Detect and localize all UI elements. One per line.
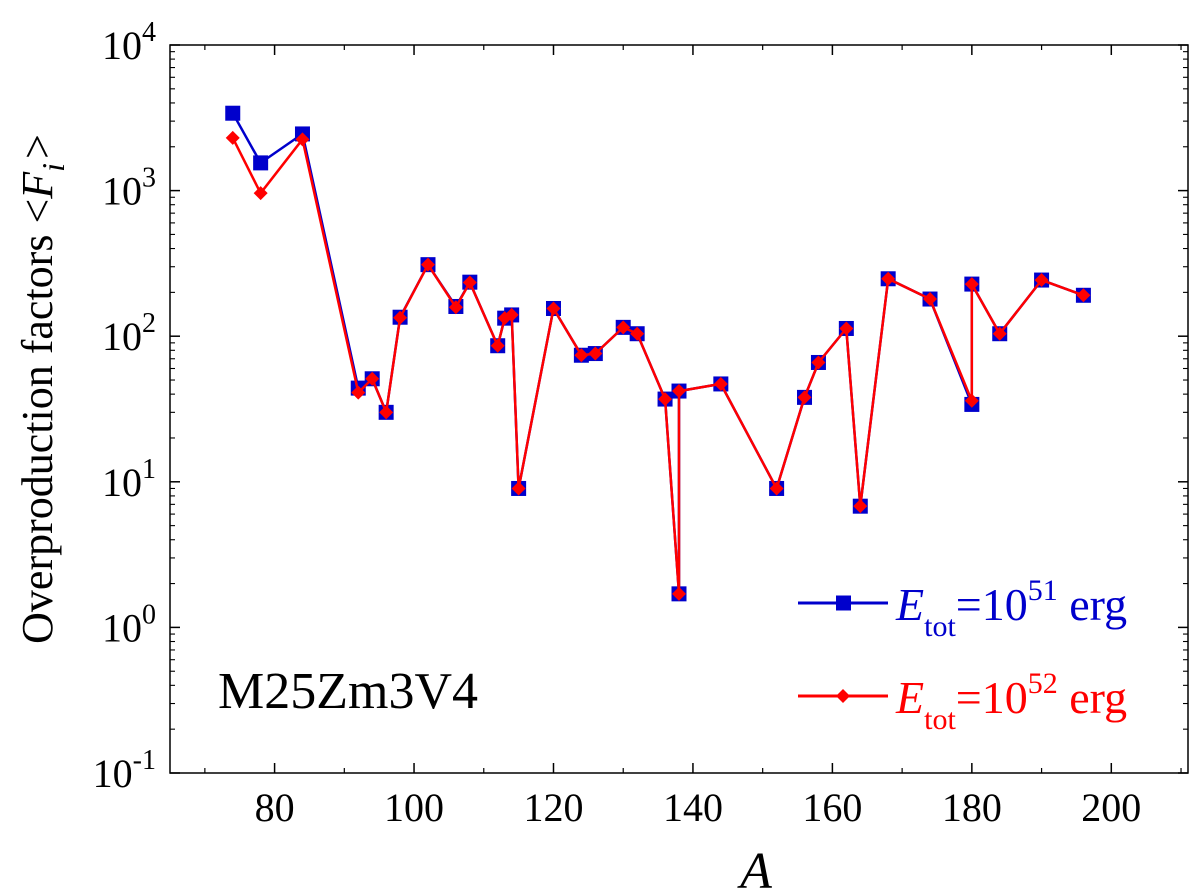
data-point-diamond: [393, 310, 408, 325]
series-line: [231, 112, 1084, 596]
data-point-diamond: [964, 393, 979, 408]
data-point-square: [253, 155, 269, 171]
y-title-sub: i: [35, 163, 71, 172]
legend-entry: Etot=1051 erg: [798, 574, 1127, 643]
legend-sub: tot: [924, 610, 956, 643]
legend-unit: erg: [1058, 579, 1127, 630]
x-tick-label: 100: [384, 785, 444, 830]
y-tick-base: 10: [102, 605, 142, 650]
data-point-diamond: [1076, 288, 1091, 303]
y-tick-label: 101: [102, 454, 156, 505]
y-tick-label: 10-1: [93, 745, 156, 796]
x-tick-label: 120: [523, 785, 583, 830]
data-point-diamond: [811, 355, 826, 370]
legend-label: Etot=1052 erg: [895, 667, 1127, 736]
x-tick-label: 160: [802, 785, 862, 830]
legend-sub: tot: [924, 703, 956, 736]
data-point-diamond: [769, 481, 784, 496]
y-tick-exponent: 2: [142, 308, 156, 339]
data-point-diamond: [964, 277, 979, 292]
data-point-diamond: [853, 499, 868, 514]
y-tick-base: 10: [102, 314, 142, 359]
data-point-diamond: [713, 376, 728, 391]
data-point-diamond: [448, 300, 463, 315]
y-tick-exponent: 4: [142, 17, 156, 48]
data-point-diamond: [658, 392, 673, 407]
data-point-diamond: [365, 371, 380, 386]
data-point-diamond: [295, 132, 310, 147]
y-tick-label: 103: [102, 163, 156, 214]
data-point-diamond: [225, 130, 240, 145]
data-point-diamond: [420, 257, 435, 272]
data-point-diamond: [379, 405, 394, 420]
legend-marker-square: [836, 595, 851, 611]
x-tick-label: 180: [942, 785, 1002, 830]
x-tick-label: 80: [255, 785, 295, 830]
data-point-diamond: [253, 186, 268, 201]
y-tick-exponent: 0: [142, 599, 156, 630]
y-axis-title: Overproduction factors <Fi >: [13, 134, 71, 644]
x-tick-label: 140: [663, 785, 723, 830]
y-tick-base: 10: [93, 751, 133, 796]
y-title-close: >: [13, 134, 62, 159]
data-point-diamond: [546, 301, 561, 316]
axis-ticks: [170, 44, 1188, 774]
y-tick-base: 10: [102, 169, 142, 214]
data-point-diamond: [616, 320, 631, 335]
series-1: [225, 130, 1091, 601]
data-point-diamond: [992, 326, 1007, 341]
y-tick-label: 102: [102, 308, 156, 359]
y-tick-base: 10: [102, 23, 142, 68]
y-tick-base: 10: [102, 460, 142, 505]
data-point-diamond: [839, 321, 854, 336]
legend-var: E: [895, 672, 924, 723]
series-layer: [225, 105, 1091, 602]
y-tick-exponent: -1: [133, 745, 156, 776]
data-point-diamond: [881, 271, 896, 286]
data-point-diamond: [672, 384, 686, 399]
data-point-diamond: [574, 348, 589, 363]
data-point-diamond: [351, 385, 366, 400]
legend-marker-diamond: [836, 689, 850, 703]
axis-labels: 80 100 120 140 160 180 20010-1100101102103104A…: [13, 17, 1141, 893]
data-point-diamond: [630, 326, 645, 341]
data-point-diamond: [672, 586, 686, 601]
legend-label: Etot=1051 erg: [895, 574, 1127, 643]
legend-eq: =10: [956, 672, 1028, 723]
data-point-diamond: [504, 307, 519, 322]
data-point-diamond: [797, 390, 812, 405]
legend-unit: erg: [1058, 672, 1127, 723]
data-point-diamond: [923, 292, 938, 307]
legend-var: E: [895, 579, 924, 630]
data-point-square: [225, 105, 241, 121]
data-point-diamond: [588, 346, 603, 361]
plot-frame: [169, 44, 1189, 774]
data-point-diamond: [490, 338, 505, 353]
x-axis-title: A: [737, 843, 772, 893]
model-annotation: M25Zm3V4: [218, 663, 478, 720]
legend-eq: =10: [956, 579, 1028, 630]
series-0: [225, 105, 1091, 602]
data-point-diamond: [1034, 273, 1049, 288]
legend-entry: Etot=1052 erg: [798, 667, 1127, 736]
y-title-main: Overproduction factors <: [13, 199, 62, 644]
data-point-diamond: [462, 275, 477, 290]
data-point-diamond: [511, 481, 526, 496]
y-tick-exponent: 1: [142, 454, 156, 485]
y-tick-label: 104: [102, 17, 156, 68]
y-title-var: F: [13, 171, 62, 200]
x-tick-label: 200: [1081, 785, 1141, 830]
legend-sup: 52: [1028, 667, 1058, 700]
legend-sup: 51: [1028, 574, 1058, 607]
y-tick-exponent: 3: [142, 163, 156, 194]
y-tick-label: 100: [102, 599, 156, 650]
